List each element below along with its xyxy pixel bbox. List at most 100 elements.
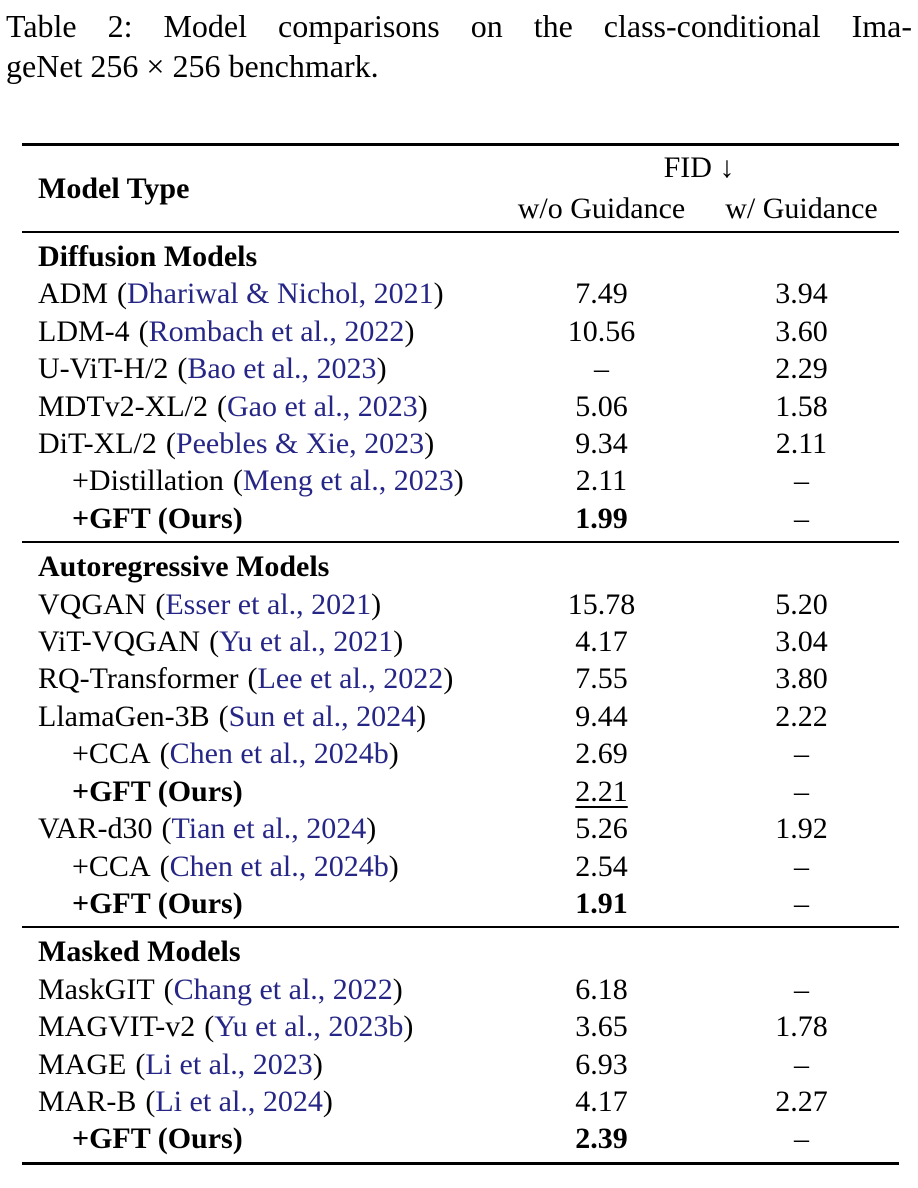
- fid-with-guidance-value: 5.20: [775, 587, 828, 621]
- citation-close-paren: ): [417, 389, 428, 423]
- citation: (Tian et al., 2024): [161, 812, 376, 845]
- citation-text: Chen et al., 2024b: [169, 737, 389, 771]
- model-label-cell: +GFT (Ours): [22, 885, 499, 927]
- section-header-row: Diffusion Models: [22, 232, 899, 275]
- citation-text: Rombach et al., 2022: [148, 314, 405, 348]
- citation: (Yu et al., 2021): [209, 625, 403, 658]
- model-name: MaskGIT: [38, 972, 155, 1006]
- fid-without-guidance-value: 4.17: [575, 625, 628, 659]
- citation-text: Lee et al., 2022: [257, 662, 444, 696]
- fid-without-guidance-value: 2.54: [575, 849, 628, 883]
- column-header-without-guidance: w/o Guidance: [517, 192, 686, 225]
- citation-open-paren: (: [159, 737, 170, 771]
- fid-without-guidance-value: 2.69: [575, 737, 628, 771]
- citation-open-paren: (: [165, 427, 176, 461]
- table-row: +CCA (Chen et al., 2024b) 2.54 –: [22, 848, 899, 885]
- citation-text: Chang et al., 2022: [173, 972, 393, 1006]
- table-caption: Table 2: Model comparisons on the class-…: [0, 0, 918, 86]
- model-label-cell: +CCA (Chen et al., 2024b): [22, 848, 499, 885]
- table-row: +GFT (Ours) 2.21 –: [22, 773, 899, 810]
- citation-text: Dhariwal & Nichol, 2021: [127, 277, 434, 311]
- citation-text: Yu et al., 2021: [219, 625, 394, 659]
- citation-close-paren: ): [371, 587, 382, 621]
- citation-open-paren: (: [218, 699, 229, 733]
- citation: (Yu et al., 2023b): [204, 1010, 413, 1043]
- citation-text: Meng et al., 2023: [242, 464, 454, 498]
- caption-line-2: geNet 256 × 256 benchmark.: [6, 48, 379, 84]
- citation-close-paren: ): [403, 1010, 414, 1044]
- model-name: DiT-XL/2: [38, 427, 157, 461]
- section-title: Autoregressive Models: [38, 550, 330, 584]
- table-row: VQGAN (Esser et al., 2021) 15.78 5.20: [22, 586, 899, 623]
- results-table: Model Type FID ↓ w/o Guidance w/ Guidanc…: [22, 143, 899, 1165]
- table-header: Model Type FID ↓ w/o Guidance w/ Guidanc…: [22, 145, 899, 232]
- table-row: +CCA (Chen et al., 2024b) 2.69 –: [22, 735, 899, 772]
- citation-open-paren: (: [161, 812, 172, 846]
- table-row: MAR-B (Li et al., 2024) 4.17 2.27: [22, 1083, 899, 1120]
- fid-with-guidance-value: 3.04: [775, 625, 828, 659]
- column-header-fid: FID ↓: [663, 151, 735, 184]
- model-label-cell: ADM (Dhariwal & Nichol, 2021): [22, 275, 499, 312]
- model-name: MAR-B: [38, 1084, 137, 1118]
- fid-without-guidance-value: –: [594, 352, 609, 386]
- table-row: LDM-4 (Rombach et al., 2022) 10.56 3.60: [22, 313, 899, 350]
- model-label-cell: MDTv2-XL/2 (Gao et al., 2023): [22, 388, 499, 425]
- model-label-cell: MaskGIT (Chang et al., 2022): [22, 971, 499, 1008]
- citation-close-paren: ): [392, 972, 403, 1006]
- table-row: RQ-Transformer (Lee et al., 2022) 7.55 3.…: [22, 660, 899, 697]
- model-name: ADM: [38, 277, 109, 311]
- fid-with-guidance-value: –: [794, 737, 809, 771]
- citation: (Chen et al., 2024b): [160, 737, 399, 770]
- citation-text: Esser et al., 2021: [165, 587, 372, 621]
- citation-open-paren: (: [177, 352, 188, 386]
- fid-without-guidance-value: 6.93: [575, 1047, 628, 1081]
- fid-with-guidance-value: –: [794, 501, 809, 535]
- citation-open-paren: (: [159, 849, 170, 883]
- table-row: MAGVIT-v2 (Yu et al., 2023b) 3.65 1.78: [22, 1008, 899, 1045]
- model-label-cell: U-ViT-H/2 (Bao et al., 2023): [22, 350, 499, 387]
- citation-open-paren: (: [145, 1084, 156, 1118]
- fid-without-guidance-value: 1.99: [575, 501, 628, 535]
- citation: (Peebles & Xie, 2023): [166, 427, 434, 460]
- model-name: +GFT (Ours): [72, 774, 243, 808]
- fid-with-guidance-value: –: [794, 1122, 809, 1156]
- model-name: RQ-Transformer: [38, 662, 239, 696]
- citation-text: Tian et al., 2024: [171, 812, 367, 846]
- model-name: LDM-4: [38, 314, 130, 348]
- citation-open-paren: (: [247, 662, 258, 696]
- citation: (Gao et al., 2023): [217, 390, 428, 423]
- model-name: MDTv2-XL/2: [38, 389, 208, 423]
- fid-without-guidance-value: 9.34: [575, 427, 628, 461]
- model-label-cell: LlamaGen-3B (Sun et al., 2024): [22, 698, 499, 735]
- citation-text: Bao et al., 2023: [187, 352, 377, 386]
- model-label-cell: +GFT (Ours): [22, 1120, 499, 1163]
- citation-text: Yu et al., 2023b: [214, 1010, 404, 1044]
- fid-with-guidance-value: –: [794, 1047, 809, 1081]
- fid-with-guidance-value: 2.27: [775, 1084, 828, 1118]
- table-section: Autoregressive Models VQGAN (Esser et al.…: [22, 542, 899, 927]
- citation-close-paren: ): [416, 699, 427, 733]
- citation-text: Li et al., 2023: [145, 1047, 313, 1081]
- model-label-cell: VAR-d30 (Tian et al., 2024): [22, 810, 499, 847]
- table-row: LlamaGen-3B (Sun et al., 2024) 9.44 2.22: [22, 698, 899, 735]
- citation-close-paren: ): [443, 662, 454, 696]
- table-row: +GFT (Ours) 1.99 –: [22, 500, 899, 542]
- model-name: VAR-d30: [38, 812, 153, 846]
- fid-with-guidance-value: 3.80: [775, 662, 828, 696]
- fid-without-guidance-value: 10.56: [567, 314, 636, 348]
- fid-with-guidance-value: –: [794, 886, 809, 920]
- citation: (Li et al., 2023): [135, 1048, 322, 1081]
- fid-with-guidance-value: 1.58: [775, 389, 828, 423]
- citation-text: Peebles & Xie, 2023: [175, 427, 425, 461]
- fid-with-guidance-value: 3.60: [775, 314, 828, 348]
- model-label-cell: DiT-XL/2 (Peebles & Xie, 2023): [22, 425, 499, 462]
- citation: (Li et al., 2024): [145, 1085, 332, 1118]
- model-name: +CCA: [72, 849, 151, 883]
- model-label-cell: MAR-B (Li et al., 2024): [22, 1083, 499, 1120]
- model-name: +Distillation: [72, 464, 224, 498]
- model-label-cell: +Distillation (Meng et al., 2023): [22, 462, 499, 499]
- fid-with-guidance-value: –: [794, 849, 809, 883]
- table-row: MaskGIT (Chang et al., 2022) 6.18 –: [22, 971, 899, 1008]
- fid-with-guidance-value: 1.78: [775, 1010, 828, 1044]
- fid-with-guidance-value: 2.29: [775, 352, 828, 386]
